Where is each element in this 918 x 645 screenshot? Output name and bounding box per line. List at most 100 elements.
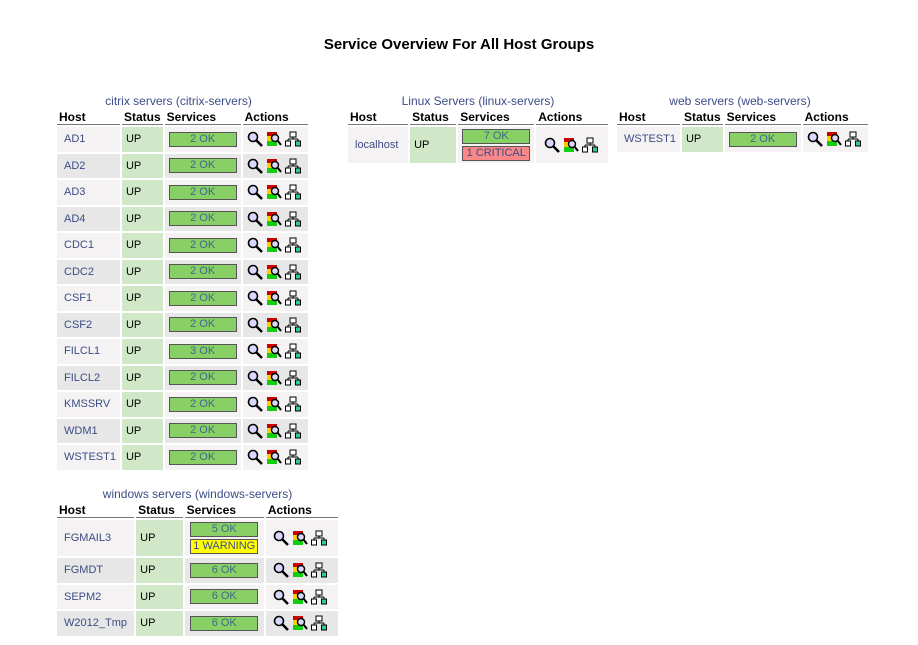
host-link[interactable]: FILCL1 xyxy=(64,345,101,358)
network-map-icon[interactable] xyxy=(284,423,301,439)
service-ok-badge[interactable]: 3 OK xyxy=(168,343,237,359)
service-status-icon[interactable] xyxy=(266,237,282,253)
service-status-icon[interactable] xyxy=(266,449,282,465)
service-status-icon[interactable] xyxy=(266,158,282,174)
network-map-icon[interactable] xyxy=(284,370,301,386)
service-ok-badge[interactable]: 2 OK xyxy=(168,264,237,280)
host-detail-icon[interactable] xyxy=(247,158,263,174)
host-link[interactable]: AD2 xyxy=(64,159,86,172)
network-map-icon[interactable] xyxy=(844,131,861,147)
host-detail-icon[interactable] xyxy=(247,131,263,148)
host-detail-icon[interactable] xyxy=(273,615,290,632)
service-status-icon[interactable] xyxy=(266,211,282,227)
group-link[interactable]: windows servers xyxy=(102,487,192,501)
service-ok-badge[interactable]: 2 OK xyxy=(168,131,237,147)
host-detail-icon[interactable] xyxy=(247,264,263,280)
host-detail-icon[interactable] xyxy=(247,343,263,360)
host-detail-icon[interactable] xyxy=(247,290,263,307)
group-alias-link[interactable]: windows-servers xyxy=(198,487,289,501)
host-link[interactable]: AD4 xyxy=(64,212,86,225)
host-link[interactable]: KMSSRV xyxy=(64,398,111,411)
host-detail-icon[interactable] xyxy=(247,184,263,201)
service-status-icon[interactable] xyxy=(266,184,282,200)
host-detail-icon[interactable] xyxy=(273,589,290,605)
host-link[interactable]: FILCL2 xyxy=(64,371,101,384)
service-ok-badge[interactable]: 2 OK xyxy=(168,396,237,412)
network-map-icon[interactable] xyxy=(284,264,301,280)
group-link[interactable]: web servers xyxy=(669,94,734,108)
service-ok-badge[interactable]: 6 OK xyxy=(190,615,259,631)
network-map-icon[interactable] xyxy=(284,184,301,200)
service-status-icon[interactable] xyxy=(292,589,309,605)
network-map-icon[interactable] xyxy=(284,317,301,333)
service-status-icon[interactable] xyxy=(826,131,842,147)
host-link[interactable]: W2012_Tmp xyxy=(64,617,127,630)
network-map-icon[interactable] xyxy=(311,589,328,605)
service-ok-badge[interactable]: 2 OK xyxy=(168,290,237,306)
host-detail-icon[interactable] xyxy=(247,423,263,439)
group-link[interactable]: citrix servers xyxy=(105,94,173,108)
host-link[interactable]: AD1 xyxy=(64,133,86,146)
service-ok-badge[interactable]: 6 OK xyxy=(190,562,259,578)
service-ok-badge[interactable]: 2 OK xyxy=(168,184,237,200)
host-link[interactable]: AD3 xyxy=(64,186,86,199)
host-detail-icon[interactable] xyxy=(544,137,560,153)
service-ok-badge[interactable]: 5 OK xyxy=(190,522,259,537)
host-link[interactable]: FGMAIL3 xyxy=(64,532,112,544)
service-ok-badge[interactable]: 6 OK xyxy=(190,589,259,605)
service-status-icon[interactable] xyxy=(266,343,282,359)
service-status-icon[interactable] xyxy=(266,396,282,412)
network-map-icon[interactable] xyxy=(284,158,301,174)
host-link[interactable]: CDC1 xyxy=(64,239,94,252)
host-link[interactable]: FGMDT xyxy=(64,564,104,577)
group-alias-link[interactable]: citrix-servers xyxy=(179,94,248,108)
service-ok-badge[interactable]: 2 OK xyxy=(168,317,237,333)
group-alias-link[interactable]: linux-servers xyxy=(482,94,551,108)
service-ok-badge[interactable]: 2 OK xyxy=(728,131,797,147)
network-map-icon[interactable] xyxy=(311,562,328,578)
network-map-icon[interactable] xyxy=(284,449,301,465)
service-status-icon[interactable] xyxy=(292,530,309,546)
service-ok-badge[interactable]: 2 OK xyxy=(168,449,237,465)
host-detail-icon[interactable] xyxy=(247,370,263,386)
service-status-icon[interactable] xyxy=(266,290,282,306)
service-status-icon[interactable] xyxy=(266,317,282,333)
host-link[interactable]: WSTEST1 xyxy=(64,451,116,464)
network-map-icon[interactable] xyxy=(581,137,598,153)
host-detail-icon[interactable] xyxy=(247,211,263,227)
service-warn-badge[interactable]: 1 WARNING xyxy=(190,539,259,554)
host-detail-icon[interactable] xyxy=(247,396,263,413)
host-link[interactable]: CSF1 xyxy=(64,292,93,305)
host-detail-icon[interactable] xyxy=(247,449,263,466)
service-status-icon[interactable] xyxy=(292,615,309,631)
host-link[interactable]: CSF2 xyxy=(64,318,93,331)
host-detail-icon[interactable] xyxy=(807,131,823,148)
host-detail-icon[interactable] xyxy=(247,237,263,254)
service-status-icon[interactable] xyxy=(266,264,282,280)
service-ok-badge[interactable]: 2 OK xyxy=(168,370,237,386)
host-link[interactable]: SEPM2 xyxy=(64,590,102,603)
host-link[interactable]: localhost xyxy=(355,139,399,151)
service-ok-badge[interactable]: 2 OK xyxy=(168,158,237,174)
group-link[interactable]: Linux Servers xyxy=(401,94,475,108)
service-status-icon[interactable] xyxy=(292,562,309,578)
network-map-icon[interactable] xyxy=(284,211,301,227)
service-crit-badge[interactable]: 1 CRITICAL xyxy=(462,146,531,161)
service-ok-badge[interactable]: 2 OK xyxy=(168,237,237,253)
host-link[interactable]: WSTEST1 xyxy=(624,133,676,146)
service-status-icon[interactable] xyxy=(266,131,282,147)
host-detail-icon[interactable] xyxy=(273,530,290,546)
network-map-icon[interactable] xyxy=(284,131,301,147)
service-ok-badge[interactable]: 2 OK xyxy=(168,423,237,439)
network-map-icon[interactable] xyxy=(311,530,328,546)
host-link[interactable]: CDC2 xyxy=(64,265,94,278)
group-alias-link[interactable]: web-servers xyxy=(741,94,807,108)
service-status-icon[interactable] xyxy=(266,370,282,386)
network-map-icon[interactable] xyxy=(311,615,328,631)
service-status-icon[interactable] xyxy=(266,423,282,439)
network-map-icon[interactable] xyxy=(284,343,301,359)
host-detail-icon[interactable] xyxy=(247,317,263,333)
host-link[interactable]: WDM1 xyxy=(64,424,98,437)
network-map-icon[interactable] xyxy=(284,237,301,253)
service-ok-badge[interactable]: 2 OK xyxy=(168,211,237,227)
